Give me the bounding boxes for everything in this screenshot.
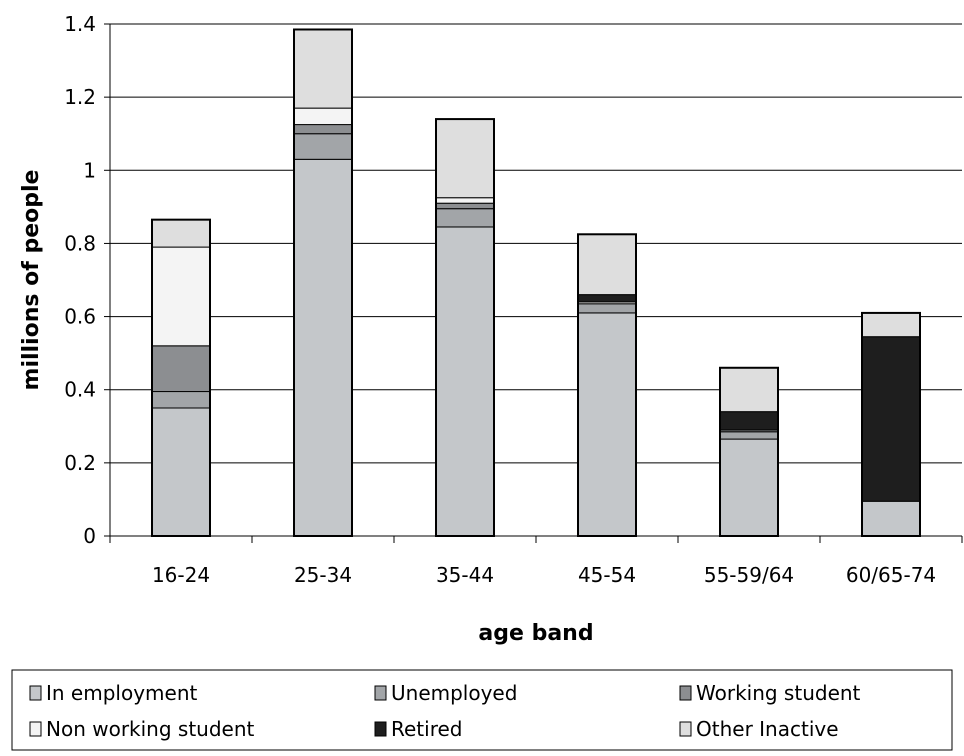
bar-segment-non-working-student (293, 107, 353, 126)
gridlines (110, 23, 962, 464)
x-axis-title: age band (478, 621, 593, 646)
legend-label-unemployed: Unemployed (391, 681, 517, 705)
x-tick-label: 25-34 (294, 563, 352, 587)
bar-segment-working-student (151, 345, 211, 393)
legend-label-in-employment: In employment (46, 681, 198, 705)
bar-segment-retired (577, 294, 637, 303)
legend-label-other-inactive: Other Inactive (696, 717, 839, 741)
bar-segment-unemployed (151, 391, 211, 409)
bar-segment-other-inactive (435, 118, 495, 199)
bar-segment-other-inactive (719, 367, 779, 413)
bar-segment-unemployed (435, 208, 495, 228)
y-tick-label: 0.4 (64, 378, 96, 402)
bar-segment-working-student (293, 124, 353, 135)
legend-swatch-retired (374, 721, 387, 737)
x-tick-labels: 16-24 25-34 35-44 45-54 55-59/64 60/65-74 (152, 563, 936, 587)
bar-segment-other-inactive (151, 219, 211, 248)
x-tick-label: 45-54 (578, 563, 636, 587)
bar-segment-non-working-student (435, 197, 495, 204)
bar-segment-working-student (435, 202, 495, 210)
legend: In employment Unemployed Working student No… (11, 669, 953, 751)
legend-swatch-other-inactive (679, 721, 692, 737)
y-tick-label: 0.2 (64, 451, 96, 475)
bar-segment-unemployed (719, 431, 779, 440)
bar-segment-in-employment (861, 500, 921, 537)
y-tick-label: 1 (83, 158, 96, 182)
bar-segment-other-inactive (577, 233, 637, 296)
bar-segment-in-employment (293, 158, 353, 537)
y-tick-label: 1.2 (64, 85, 96, 109)
y-tick-label: 0 (83, 524, 96, 548)
bar-segment-retired (861, 336, 921, 502)
bar-segment-in-employment (577, 312, 637, 537)
legend-label-working-student: Working student (696, 681, 861, 705)
bars (151, 28, 921, 538)
x-tick-label: 55-59/64 (704, 563, 794, 587)
bar-segment-non-working-student (151, 246, 211, 347)
bar-segment-unemployed (577, 303, 637, 314)
bar-segment-other-inactive (861, 312, 921, 338)
legend-swatch-in-employment (29, 685, 42, 701)
bar-segment-in-employment (435, 226, 495, 537)
x-tick-label: 60/65-74 (846, 563, 936, 587)
x-tick-label: 35-44 (436, 563, 494, 587)
y-tick-label: 1.4 (64, 12, 96, 36)
legend-swatch-unemployed (374, 685, 387, 701)
legend-box (11, 669, 953, 751)
legend-swatch-working-student (679, 685, 692, 701)
legend-label-retired: Retired (391, 717, 462, 741)
y-tick-labels: 0 0.2 0.4 0.6 0.8 1 1.2 1.4 (64, 12, 96, 548)
bar-segment-other-inactive (293, 28, 353, 109)
axes (104, 23, 963, 543)
y-tick-label: 0.8 (64, 231, 96, 255)
y-tick-label: 0.6 (64, 305, 96, 329)
legend-swatch-non-working-student (29, 721, 42, 737)
legend-label-non-working-student: Non working student (46, 717, 255, 741)
bar-segment-in-employment (151, 407, 211, 537)
bar-segment-in-employment (719, 438, 779, 537)
bar-segment-unemployed (293, 133, 353, 160)
x-tick-label: 16-24 (152, 563, 210, 587)
bar-segment-retired (719, 411, 779, 431)
y-axis-title: millions of people (19, 170, 44, 391)
